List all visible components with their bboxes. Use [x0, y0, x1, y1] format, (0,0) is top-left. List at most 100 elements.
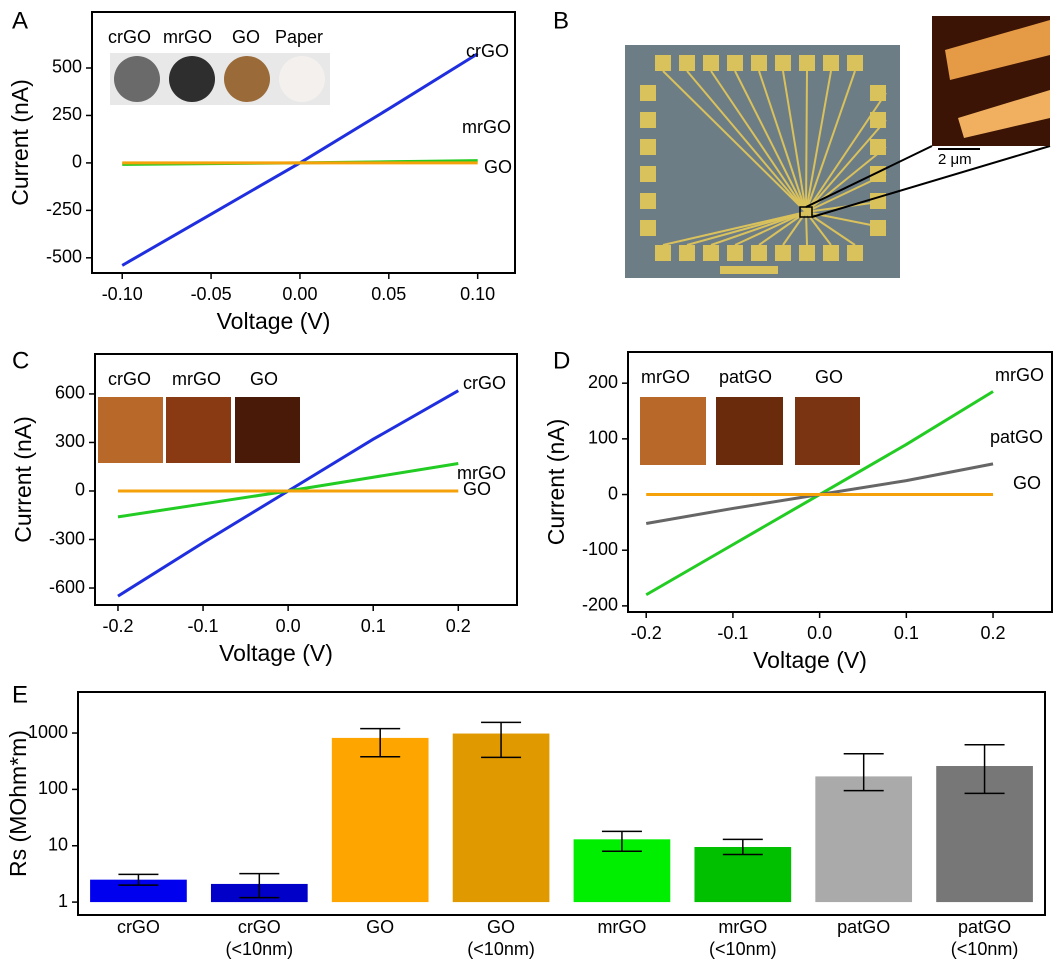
trace [805, 70, 856, 213]
pad [847, 55, 863, 71]
y-axis-label: Rs (MOhm*m) [5, 730, 31, 877]
pad [640, 139, 656, 155]
photo [169, 56, 215, 102]
x-tick-label: 0.2 [446, 616, 471, 636]
x-tick-label: 0.2 [981, 623, 1006, 643]
micrograph: 2 μm B [553, 7, 1051, 278]
trace [805, 119, 887, 213]
pad [679, 55, 695, 71]
pad [640, 220, 656, 236]
error-bar [481, 721, 522, 759]
afm-photo [795, 397, 860, 465]
afm-photo [166, 397, 231, 463]
trace [662, 70, 807, 213]
x-tick-label: patGO [837, 917, 890, 937]
pad [799, 245, 815, 261]
bar [90, 879, 187, 903]
trace [805, 211, 856, 246]
afm-strip [945, 20, 1050, 80]
x-tick-label: 0.10 [460, 284, 495, 304]
pad [727, 245, 743, 261]
line-end-label: GO [463, 479, 491, 499]
trace [805, 70, 832, 213]
x-tick-label: -0.05 [191, 284, 232, 304]
afm-photo [716, 397, 783, 465]
pad [640, 112, 656, 128]
x-axis-label: Voltage (V) [217, 308, 331, 334]
pad [751, 55, 767, 71]
x-tick-label: -0.2 [102, 616, 133, 636]
x-axis-label: Voltage (V) [753, 647, 867, 673]
x-tick-label: -0.10 [102, 284, 143, 304]
plot-frame [627, 351, 1053, 613]
legend-label: mrGO [172, 369, 221, 389]
error-bar [964, 743, 1005, 795]
x-tick-label: GO [487, 917, 515, 937]
error-bar [722, 838, 763, 856]
pad [775, 245, 791, 261]
error-bar [118, 873, 159, 886]
pad [640, 166, 656, 182]
trace [662, 211, 807, 246]
error-bar [239, 872, 280, 899]
bar [694, 846, 792, 903]
y-axis-label: Current (nA) [10, 416, 36, 543]
legend-label: mrGO [641, 367, 690, 387]
trace [710, 70, 807, 213]
y-tick-label: 250 [52, 104, 82, 124]
pad [640, 85, 656, 101]
legend-label: crGO [108, 27, 151, 47]
panel-label: B [553, 7, 569, 34]
zoom-line [805, 145, 933, 208]
photo [279, 56, 325, 102]
electrode-pads [640, 55, 887, 274]
y-tick-label: -300 [49, 528, 85, 548]
pad [870, 220, 886, 236]
scale-bar-label: 2 μm [938, 151, 972, 168]
trace [734, 70, 807, 213]
x-tick-label: 0.1 [894, 623, 919, 643]
x-tick-label: (<10nm) [467, 939, 535, 959]
annotation: Paper [275, 27, 323, 47]
y-tick-label: 0 [75, 480, 85, 500]
afm-photo [235, 397, 300, 463]
pad [679, 245, 695, 261]
plot-frame [94, 353, 518, 606]
y-tick-label: 0 [608, 483, 618, 503]
x-axis-label: Voltage (V) [219, 640, 333, 666]
bar [452, 733, 550, 903]
x-tick-label: -0.1 [188, 616, 219, 636]
x-tick-label: (<10nm) [709, 939, 777, 959]
y-tick-label: 100 [38, 778, 68, 798]
photo [114, 56, 160, 102]
pad [720, 266, 778, 274]
pad [655, 245, 671, 261]
trace [758, 70, 807, 213]
y-tick-label: -600 [49, 577, 85, 597]
pad [775, 55, 791, 71]
pad [703, 55, 719, 71]
zoom-line [811, 145, 1051, 218]
y-tick-label: 200 [588, 372, 618, 392]
bar [815, 776, 913, 903]
legend-label: mrGO [163, 27, 212, 47]
panel-label: A [12, 7, 28, 34]
x-tick-label: 0.05 [371, 284, 406, 304]
y-tick-label: 500 [52, 57, 82, 77]
line-end-label: patGO [990, 427, 1043, 447]
x-tick-label: crGO [117, 917, 160, 937]
panel-label: E [12, 681, 28, 708]
legend-label: GO [250, 369, 278, 389]
pad [703, 245, 719, 261]
pad [870, 85, 886, 101]
plot-frame [77, 691, 1046, 916]
legend-label: crGO [108, 369, 151, 389]
x-tick-label: (<10nm) [226, 939, 294, 959]
y-tick-label: -250 [46, 199, 82, 219]
line-end-label: mrGO [462, 117, 511, 137]
y-tick-label: 0 [72, 152, 82, 172]
x-tick-label: 0.1 [361, 616, 386, 636]
y-tick-label: 300 [55, 431, 85, 451]
line-end-label: GO [484, 157, 512, 177]
panel-label: D [553, 347, 570, 374]
